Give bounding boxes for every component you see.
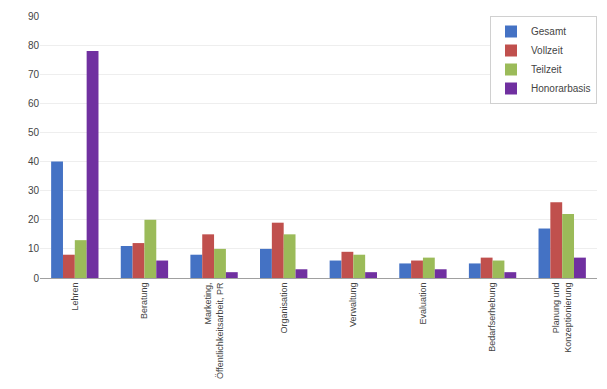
- svg-text:30: 30: [28, 185, 40, 196]
- svg-text:20: 20: [28, 214, 40, 225]
- svg-text:Vollzeit: Vollzeit: [531, 45, 563, 56]
- svg-text:Lehren: Lehren: [70, 283, 80, 311]
- svg-text:Beratung: Beratung: [139, 283, 149, 320]
- svg-text:40: 40: [28, 156, 40, 167]
- svg-text:Verwaltung: Verwaltung: [348, 283, 358, 328]
- svg-text:0: 0: [33, 273, 39, 284]
- svg-text:Honorarbasis: Honorarbasis: [531, 83, 590, 94]
- svg-text:10: 10: [28, 243, 40, 254]
- svg-text:70: 70: [28, 69, 40, 80]
- svg-text:Planung undKonzeptionierung: Planung undKonzeptionierung: [551, 283, 573, 353]
- svg-text:90: 90: [28, 11, 40, 22]
- svg-text:60: 60: [28, 98, 40, 109]
- svg-text:Teilzeit: Teilzeit: [531, 64, 562, 75]
- svg-text:Gesamt: Gesamt: [531, 26, 566, 37]
- svg-text:Bedarfserhebung: Bedarfserhebung: [487, 283, 497, 352]
- svg-text:Organisation: Organisation: [279, 283, 289, 334]
- svg-text:Evaluation: Evaluation: [418, 283, 428, 325]
- svg-text:80: 80: [28, 40, 40, 51]
- svg-text:50: 50: [28, 127, 40, 138]
- svg-text:Marketing,Öffentlichkeitsarbei: Marketing,Öffentlichkeitsarbeit, PR: [203, 282, 225, 379]
